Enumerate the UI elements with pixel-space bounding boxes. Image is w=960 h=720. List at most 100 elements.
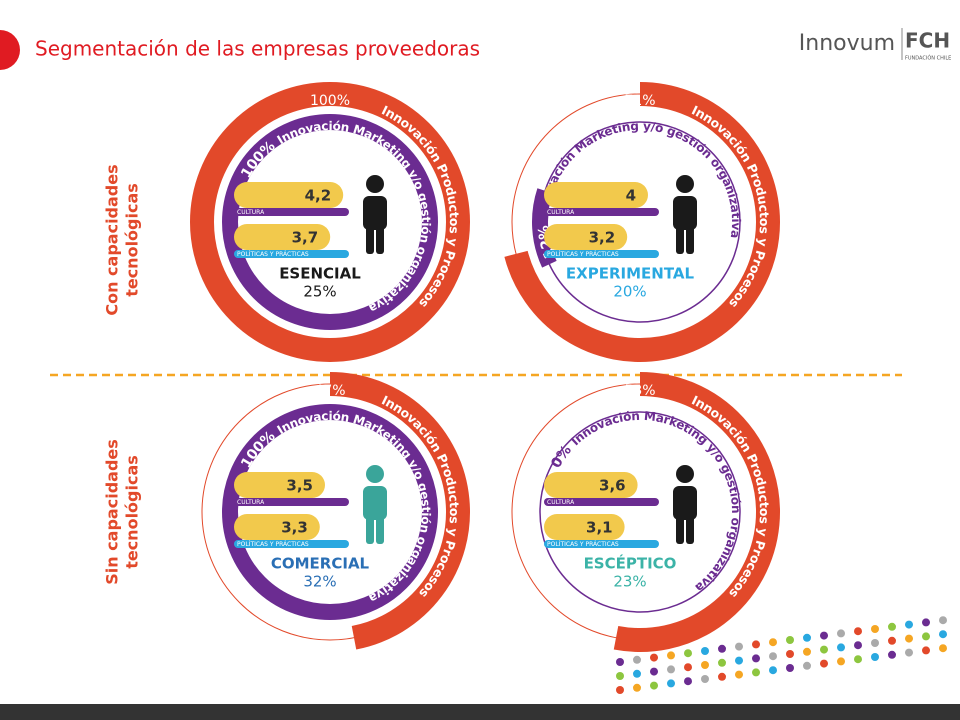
score-strip: [544, 540, 659, 548]
decor-dot: [803, 647, 811, 656]
decor-dot: [701, 661, 709, 669]
person-body: [363, 486, 387, 520]
inner-label-text: Innovación Marketing y/o gestión organiz…: [274, 118, 433, 316]
score-strip-label: CULTURA: [547, 209, 575, 216]
segment-name: COMERCIAL: [271, 555, 370, 573]
decor-dot: [752, 668, 760, 677]
decor-dot: [837, 629, 845, 638]
footer-bar: [0, 704, 960, 720]
score-bar: [544, 182, 648, 208]
decor-dot: [769, 666, 777, 675]
score-bar: [544, 472, 638, 498]
decor-dot: [616, 658, 624, 666]
decor-dot: [939, 616, 947, 625]
decor-dot: [786, 664, 794, 672]
person-head: [676, 175, 694, 193]
score-strip: [234, 540, 349, 548]
score-strip-label: POLÍTICAS Y PRÁCTICAS: [547, 541, 619, 548]
decor-dot: [922, 646, 930, 655]
person-leg: [376, 226, 384, 254]
person-leg: [366, 516, 374, 544]
person-head: [366, 175, 384, 193]
person-leg: [676, 226, 684, 254]
row-label: Sin capacidades: [103, 439, 122, 585]
decor-dot: [854, 641, 862, 650]
decor-dot: [820, 645, 828, 654]
row-label: tecnológicas: [123, 455, 142, 569]
decor-dot: [633, 683, 641, 692]
decor-dot: [650, 681, 658, 690]
outer-arc: [613, 372, 780, 652]
row-label: tecnológicas: [123, 183, 142, 297]
score-label: 4: [626, 187, 636, 205]
decor-dot: [769, 652, 777, 661]
decor-dot: [854, 655, 862, 664]
decor-dot: [786, 650, 794, 658]
outer-arc: [190, 82, 470, 363]
score-bar: [234, 514, 320, 540]
score-label: 3,3: [281, 519, 308, 537]
decor-dot: [905, 648, 913, 657]
decor-dot: [684, 663, 692, 672]
decor-dot: [871, 639, 879, 647]
decor-dot: [939, 630, 947, 639]
decor-dot: [803, 661, 811, 670]
score-strip: [234, 498, 349, 506]
decor-dot: [633, 655, 641, 664]
decor-dot: [820, 659, 828, 668]
outer-percent: 53%: [624, 383, 655, 399]
score-bar: [234, 224, 331, 250]
decor-dot: [837, 643, 845, 652]
title-bullet: [0, 30, 20, 70]
decor-dot: [735, 670, 743, 679]
person-leg: [686, 516, 694, 544]
decor-dot: [888, 650, 896, 659]
decor-dot: [718, 672, 726, 681]
decor-dot: [701, 675, 709, 683]
decor-dot: [922, 618, 930, 627]
person-body: [673, 196, 697, 230]
score-label: 3,1: [586, 519, 613, 537]
person-leg: [686, 226, 694, 254]
score-strip: [544, 250, 659, 258]
segment-share: 25%: [303, 283, 336, 301]
score-label: 3,2: [589, 229, 616, 247]
decor-dot: [871, 653, 879, 661]
score-strip-label: CULTURA: [237, 209, 265, 216]
decor-dot: [667, 665, 675, 674]
logo-mark: FCH: [905, 29, 950, 53]
segment-share: 23%: [613, 573, 646, 591]
person-body: [363, 196, 387, 230]
decor-dot: [616, 672, 624, 680]
score-label: 4,2: [305, 187, 332, 205]
segment-share: 32%: [303, 573, 336, 591]
person-leg: [676, 516, 684, 544]
outer-percent: 71%: [624, 93, 655, 109]
score-strip-label: CULTURA: [237, 499, 265, 506]
score-strip-label: POLÍTICAS Y PRÁCTICAS: [237, 251, 309, 258]
row-label: Con capacidades: [103, 164, 122, 315]
score-strip-label: POLÍTICAS Y PRÁCTICAS: [237, 541, 309, 548]
decor-dot: [905, 634, 913, 643]
score-label: 3,5: [286, 477, 313, 495]
logo: Innovum: [799, 31, 895, 56]
decor-dot: [769, 638, 777, 647]
inner-ring-track: [539, 411, 741, 613]
decor-dot: [888, 636, 896, 645]
inner-label-text: Innovación Marketing y/o gestión organiz…: [274, 408, 433, 606]
score-bar: [234, 472, 325, 498]
decor-dot: [718, 644, 726, 653]
score-strip: [544, 498, 659, 506]
decor-dot: [718, 658, 726, 667]
score-bar: [544, 514, 625, 540]
decor-dot: [667, 651, 675, 660]
decor-dot: [684, 649, 692, 658]
decor-dot: [633, 669, 641, 678]
inner-label-text: Innovación Marketing y/o gestión organiz…: [537, 118, 744, 239]
decor-dot: [786, 636, 794, 644]
decor-dot: [871, 625, 879, 633]
score-bar: [234, 182, 344, 208]
person-leg: [366, 226, 374, 254]
